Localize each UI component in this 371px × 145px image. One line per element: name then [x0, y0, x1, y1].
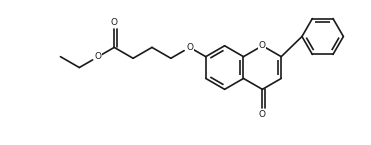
- Text: O: O: [259, 110, 266, 119]
- Text: O: O: [111, 18, 118, 27]
- Text: O: O: [259, 41, 266, 50]
- Text: O: O: [95, 52, 102, 61]
- Text: O: O: [186, 43, 193, 52]
